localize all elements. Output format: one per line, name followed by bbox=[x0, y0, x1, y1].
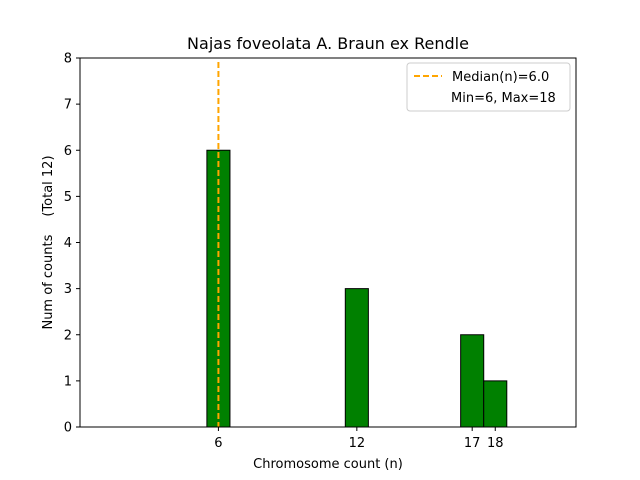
x-tick-label: 12 bbox=[349, 436, 366, 451]
legend-range-label: Min=6, Max=18 bbox=[451, 91, 556, 106]
y-axis: 0 1 2 3 4 5 6 7 8 bbox=[64, 52, 80, 436]
y-tick-label: 2 bbox=[64, 328, 72, 343]
plot-frame bbox=[79, 57, 577, 428]
legend-frame bbox=[406, 62, 571, 112]
y-axis-label: Num of counts (Total 12) bbox=[41, 155, 56, 329]
bar-n-12 bbox=[344, 288, 369, 428]
legend-median-label: Median(n)=6.0 bbox=[452, 70, 549, 85]
bar-n-18 bbox=[483, 380, 508, 428]
x-tick-label: 17 bbox=[464, 436, 481, 451]
y-tick-label: 0 bbox=[64, 421, 72, 436]
y-tick-label: 8 bbox=[64, 52, 72, 67]
x-axis-label: Chromosome count (n) bbox=[253, 457, 403, 472]
x-tick-label: 6 bbox=[214, 436, 222, 451]
y-tick-label: 6 bbox=[64, 144, 72, 159]
y-tick-label: 3 bbox=[64, 282, 72, 297]
x-axis: 6 12 17 18 bbox=[214, 427, 504, 451]
x-tick-label: 18 bbox=[487, 436, 504, 451]
y-axis-label-total: (Total 12) bbox=[41, 155, 56, 216]
y-tick-label: 1 bbox=[64, 374, 72, 389]
y-tick-label: 7 bbox=[64, 98, 72, 113]
legend: Median(n)=6.0 Min=6, Max=18 bbox=[406, 62, 571, 112]
chart-title: Najas foveolata A. Braun ex Rendle bbox=[187, 34, 469, 53]
bars-layer bbox=[206, 149, 508, 428]
y-tick-label: 5 bbox=[64, 190, 72, 205]
y-axis-label-main: Num of counts bbox=[41, 234, 56, 329]
bar-n-17 bbox=[460, 334, 485, 428]
y-tick-label: 4 bbox=[64, 236, 72, 251]
